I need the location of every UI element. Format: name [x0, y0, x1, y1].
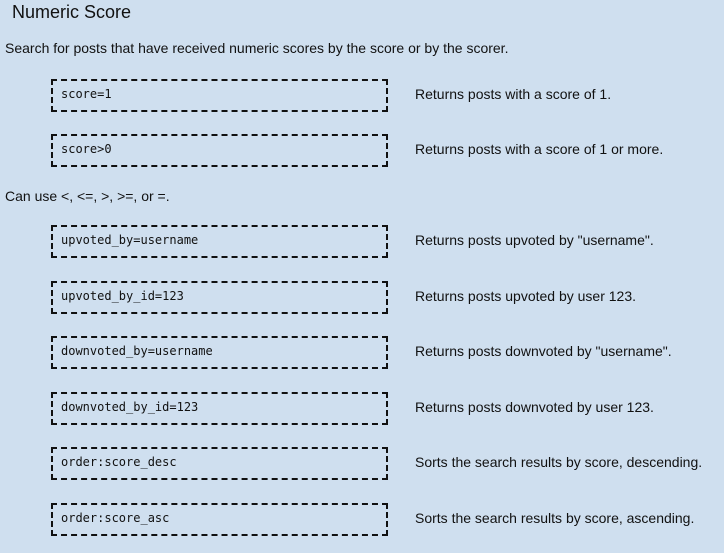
syntax-row: order:score_asc Sorts the search results…: [0, 503, 724, 536]
description: Returns posts upvoted by user 123.: [415, 288, 637, 304]
intro-text: Search for posts that have received nume…: [5, 40, 509, 56]
syntax-row: score>0 Returns posts with a score of 1 …: [0, 134, 724, 167]
code-text: downvoted_by=username: [61, 344, 213, 358]
code-text: score=1: [61, 87, 112, 101]
description: Returns posts with a score of 1.: [415, 86, 612, 102]
code-box[interactable]: order:score_asc: [51, 503, 388, 536]
description: Sorts the search results by score, ascen…: [415, 510, 695, 526]
syntax-row: upvoted_by_id=123 Returns posts upvoted …: [0, 281, 724, 314]
code-box[interactable]: downvoted_by_id=123: [51, 392, 388, 425]
code-text: order:score_desc: [61, 455, 177, 469]
code-box[interactable]: downvoted_by=username: [51, 336, 388, 369]
code-text: order:score_asc: [61, 511, 170, 525]
description: Returns posts with a score of 1 or more.: [415, 141, 664, 157]
code-text: score>0: [61, 142, 112, 156]
syntax-row: score=1 Returns posts with a score of 1.: [0, 79, 724, 112]
syntax-row: downvoted_by_id=123 Returns posts downvo…: [0, 392, 724, 425]
syntax-row: order:score_desc Sorts the search result…: [0, 447, 724, 480]
code-box[interactable]: score=1: [51, 79, 388, 112]
operators-note: Can use <, <=, >, >=, or =.: [5, 188, 170, 204]
description: Sorts the search results by score, desce…: [415, 454, 703, 470]
code-box[interactable]: score>0: [51, 134, 388, 167]
description: Returns posts upvoted by "username".: [415, 232, 654, 248]
page-title: Numeric Score: [12, 2, 132, 22]
code-box[interactable]: upvoted_by=username: [51, 225, 388, 258]
code-text: upvoted_by_id=123: [61, 289, 184, 303]
description: Returns posts downvoted by user 123.: [415, 399, 654, 415]
description: Returns posts downvoted by "username".: [415, 343, 672, 359]
syntax-row: upvoted_by=username Returns posts upvote…: [0, 225, 724, 258]
code-box[interactable]: upvoted_by_id=123: [51, 281, 388, 314]
syntax-row: downvoted_by=username Returns posts down…: [0, 336, 724, 369]
code-text: downvoted_by_id=123: [61, 400, 199, 414]
code-text: upvoted_by=username: [61, 233, 199, 247]
code-box[interactable]: order:score_desc: [51, 447, 388, 480]
